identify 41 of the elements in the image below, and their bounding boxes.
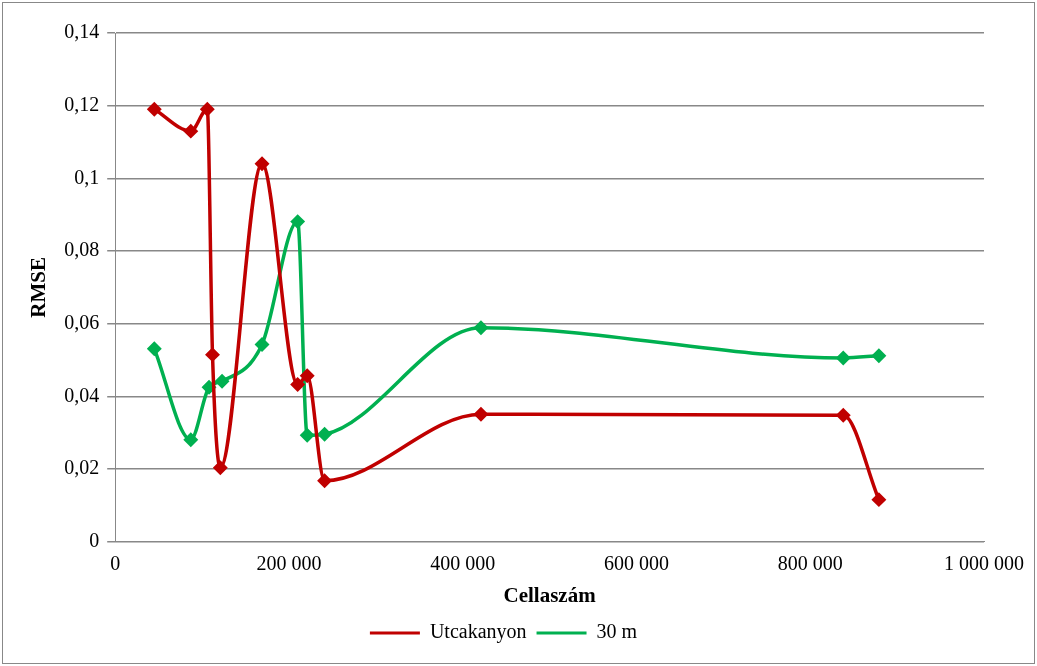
legend-label: 30 m bbox=[596, 620, 638, 643]
point bbox=[300, 428, 314, 443]
point bbox=[872, 492, 886, 507]
point bbox=[290, 377, 305, 392]
point bbox=[474, 407, 488, 421]
point bbox=[215, 374, 229, 388]
y-axis-title: RMSE bbox=[26, 257, 51, 318]
x-axis-title: Cellaszám bbox=[503, 582, 597, 607]
point bbox=[317, 427, 332, 441]
legend-label: Utcakanyon bbox=[429, 620, 527, 644]
point bbox=[300, 368, 314, 383]
point bbox=[205, 347, 220, 362]
y-tick-label: 0,12 bbox=[64, 92, 100, 115]
point bbox=[872, 348, 886, 363]
point bbox=[255, 157, 269, 171]
y-tick-label: 0,14 bbox=[64, 20, 100, 43]
point bbox=[474, 320, 488, 335]
point bbox=[317, 473, 332, 488]
point bbox=[147, 102, 162, 117]
y-tick-label: 0,06 bbox=[64, 310, 100, 333]
point bbox=[202, 380, 216, 395]
x-tick-label: 600 000 bbox=[603, 552, 669, 575]
point bbox=[184, 124, 198, 138]
point bbox=[255, 337, 269, 352]
y-tick-label: 0,08 bbox=[64, 238, 100, 261]
point bbox=[147, 342, 162, 356]
x-tick-label: 200 000 bbox=[256, 552, 322, 575]
y-tick-label: 0 bbox=[89, 529, 100, 552]
point bbox=[213, 460, 228, 475]
y-tick-label: 0,04 bbox=[64, 383, 100, 406]
point bbox=[184, 432, 198, 447]
x-tick-label: 800 000 bbox=[777, 552, 843, 575]
x-tick-label: 0 bbox=[110, 552, 121, 575]
point bbox=[200, 102, 215, 117]
point bbox=[836, 408, 850, 423]
point bbox=[836, 351, 850, 365]
y-tick-label: 0,1 bbox=[74, 165, 100, 188]
y-tick-label: 0,02 bbox=[64, 456, 100, 479]
point bbox=[290, 214, 305, 229]
x-tick-label: 1 000 000 bbox=[944, 552, 1024, 575]
x-tick-label: 400 000 bbox=[430, 552, 496, 575]
